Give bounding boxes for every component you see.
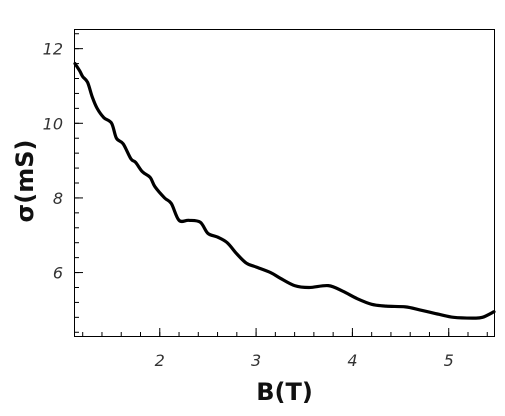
- y-axis-title: σ(mS): [11, 140, 39, 223]
- y-tick-label: 8: [53, 189, 63, 208]
- axis-ticks: [75, 33, 488, 336]
- axis-tick-labels: 2 3 4 5 6 8 10 12: [43, 40, 454, 370]
- x-tick-label: 4: [347, 351, 357, 370]
- x-tick-label: 2: [155, 351, 165, 370]
- y-tick-label: 12: [43, 40, 63, 59]
- y-tick-label: 10: [43, 114, 63, 133]
- x-axis-title: B(T): [256, 378, 313, 406]
- x-tick-label: 3: [251, 351, 261, 370]
- y-tick-label: 6: [53, 264, 63, 283]
- plot-frame: [74, 29, 495, 337]
- x-tick-label: 5: [444, 351, 454, 370]
- series-line: [73, 61, 496, 320]
